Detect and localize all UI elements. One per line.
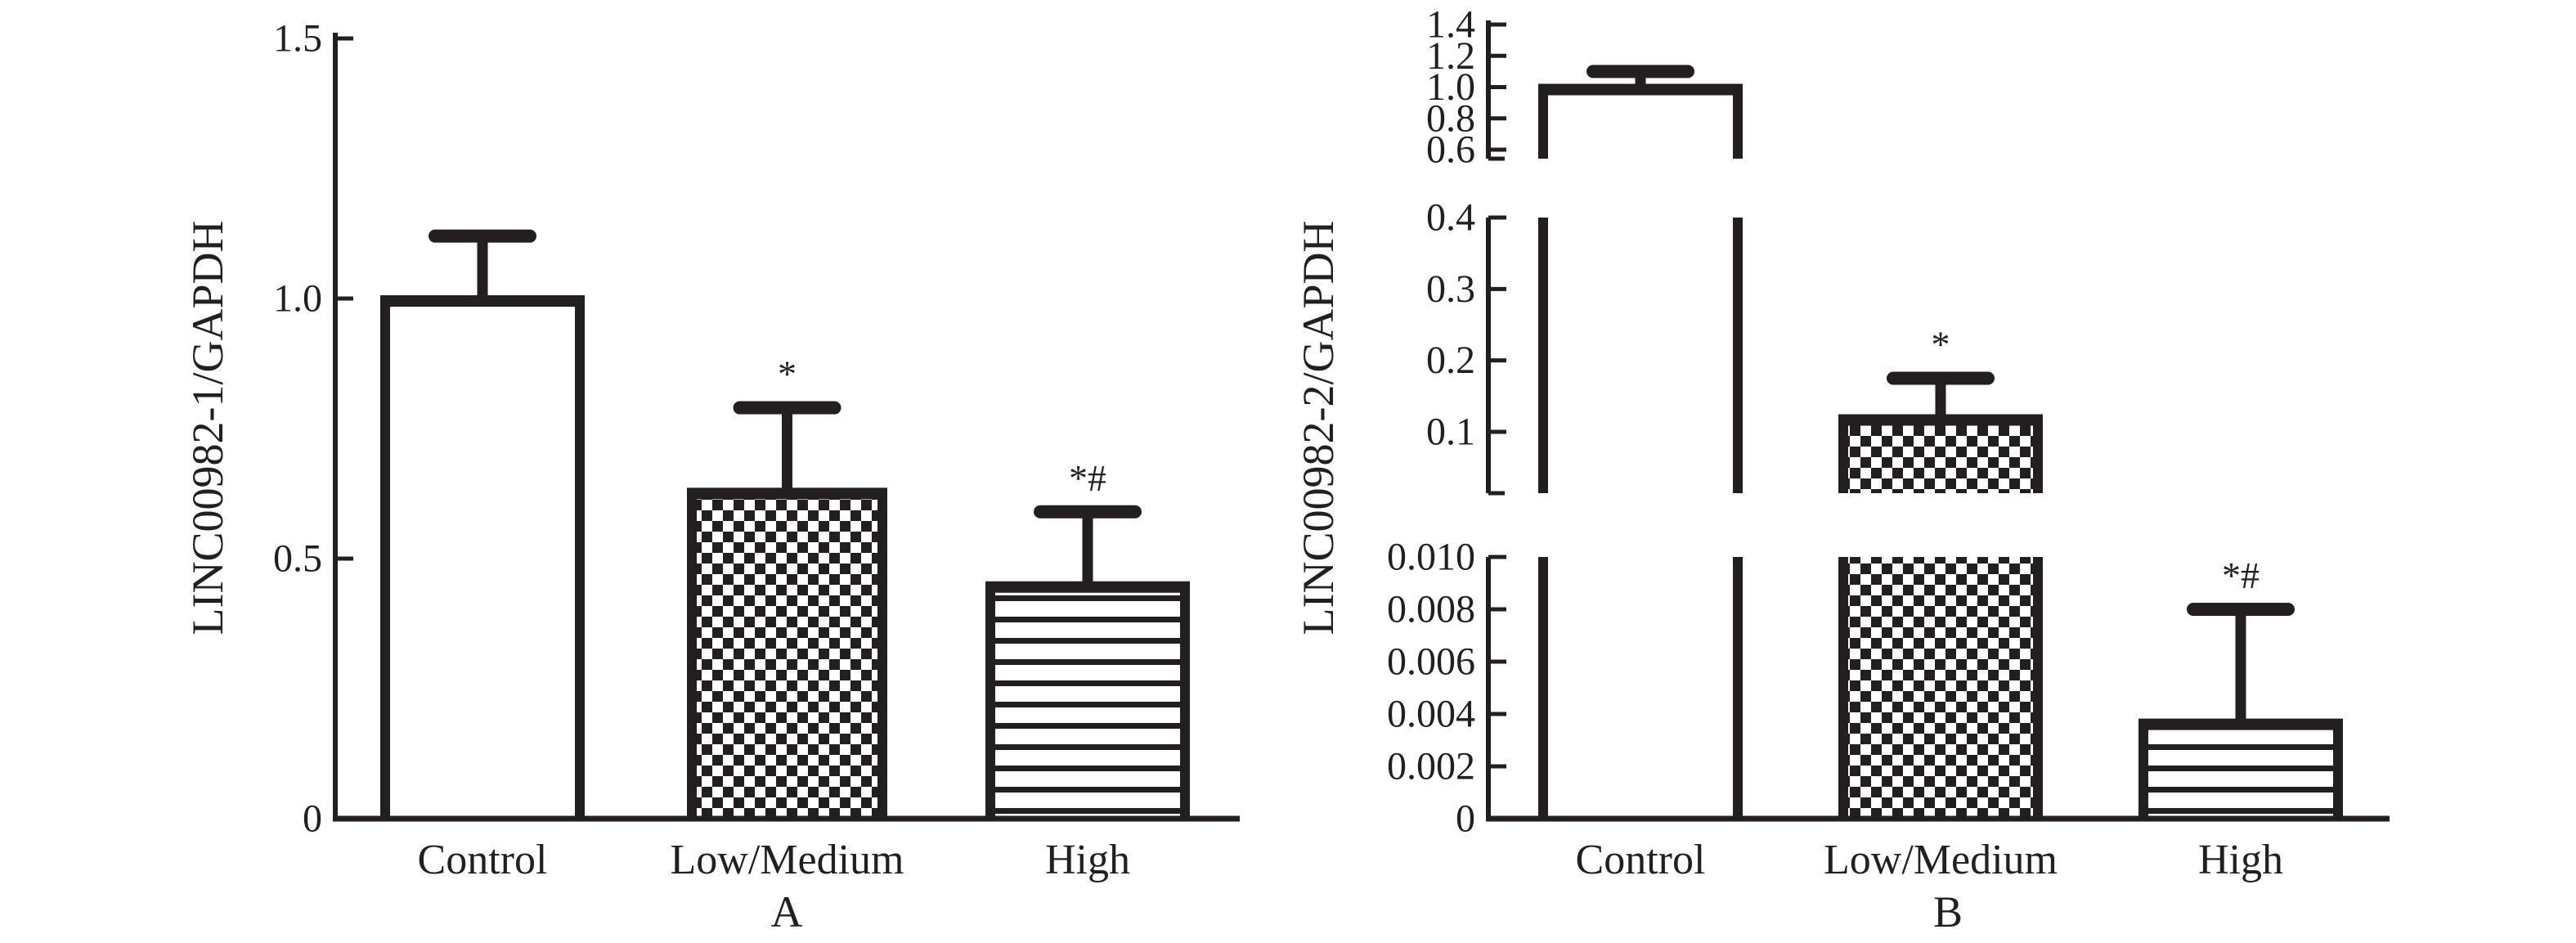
significance-annotation: * bbox=[1932, 324, 1950, 366]
y-tick-label: 1.2 bbox=[1426, 34, 1475, 78]
y-tick-label: 0.1 bbox=[1426, 411, 1475, 454]
bar-control bbox=[1538, 218, 1743, 493]
x-category-label: High bbox=[1045, 837, 1130, 883]
x-category-label: Control bbox=[1576, 837, 1706, 883]
bar-control bbox=[1538, 557, 1743, 819]
error-bar-cap bbox=[2187, 603, 2295, 616]
y-tick-label: 0.3 bbox=[1426, 267, 1475, 311]
bar-low-medium bbox=[1838, 557, 2043, 819]
significance-annotation: *# bbox=[1069, 457, 1106, 499]
significance-annotation: *# bbox=[2222, 555, 2260, 596]
bar-control bbox=[380, 299, 585, 819]
error-bar-cap bbox=[1887, 371, 1995, 385]
panel-b: 1.41.21.00.80.6 0.4 0.3 0.2 0.1 0.010 0.008 0.0… bbox=[1294, 3, 2390, 936]
y-tick-label: 0.002 bbox=[1387, 745, 1475, 788]
y-tick-label: 0.6 bbox=[1426, 128, 1475, 172]
y-tick-label: 1.0 bbox=[1426, 65, 1475, 109]
y-tick-label: 0.004 bbox=[1387, 693, 1475, 736]
y-tick-label: 0.008 bbox=[1387, 588, 1475, 631]
bar-low-medium bbox=[687, 491, 887, 819]
panel-label: A bbox=[771, 887, 803, 936]
x-category-label: High bbox=[2198, 837, 2283, 883]
panel-label: B bbox=[1933, 887, 1963, 936]
error-bar-cap bbox=[733, 401, 841, 415]
error-bar-cap bbox=[1586, 65, 1694, 79]
y-tick-label: 0 bbox=[303, 797, 322, 841]
y-tick-label: 0.4 bbox=[1426, 196, 1475, 240]
bar-high bbox=[2138, 721, 2343, 819]
y-tick-label: 1.5 bbox=[273, 17, 322, 61]
x-category-label: Control bbox=[418, 837, 548, 883]
y-tick-label: 0.8 bbox=[1426, 97, 1475, 140]
x-category-label: Low/Medium bbox=[671, 837, 904, 883]
panel-a: 1.5 1.0 0.5 0 Control * Low/Medium *# High LINC00… bbox=[183, 17, 1240, 936]
bar-low-medium bbox=[1838, 417, 2043, 493]
bar-high bbox=[985, 584, 1190, 819]
bar-control bbox=[1538, 87, 1743, 159]
error-bar-cap bbox=[1034, 505, 1142, 519]
y-tick-label: 0.010 bbox=[1387, 536, 1475, 579]
y-tick-label: 0.2 bbox=[1426, 339, 1475, 382]
y-tick-label: 0 bbox=[1456, 797, 1475, 841]
y-tick-label: 0.5 bbox=[273, 537, 322, 581]
y-tick-label: 1.4 bbox=[1426, 3, 1475, 47]
error-bar-cap bbox=[429, 229, 536, 243]
y-tick-label: 0.006 bbox=[1387, 640, 1475, 684]
significance-annotation: * bbox=[778, 353, 797, 395]
x-category-label: Low/Medium bbox=[1824, 837, 2058, 883]
y-axis-title: LINC00982-1/GAPDH bbox=[183, 221, 232, 635]
y-tick-label: 1.0 bbox=[273, 277, 322, 321]
y-axis-title: LINC00982-2/GAPDH bbox=[1294, 221, 1343, 635]
